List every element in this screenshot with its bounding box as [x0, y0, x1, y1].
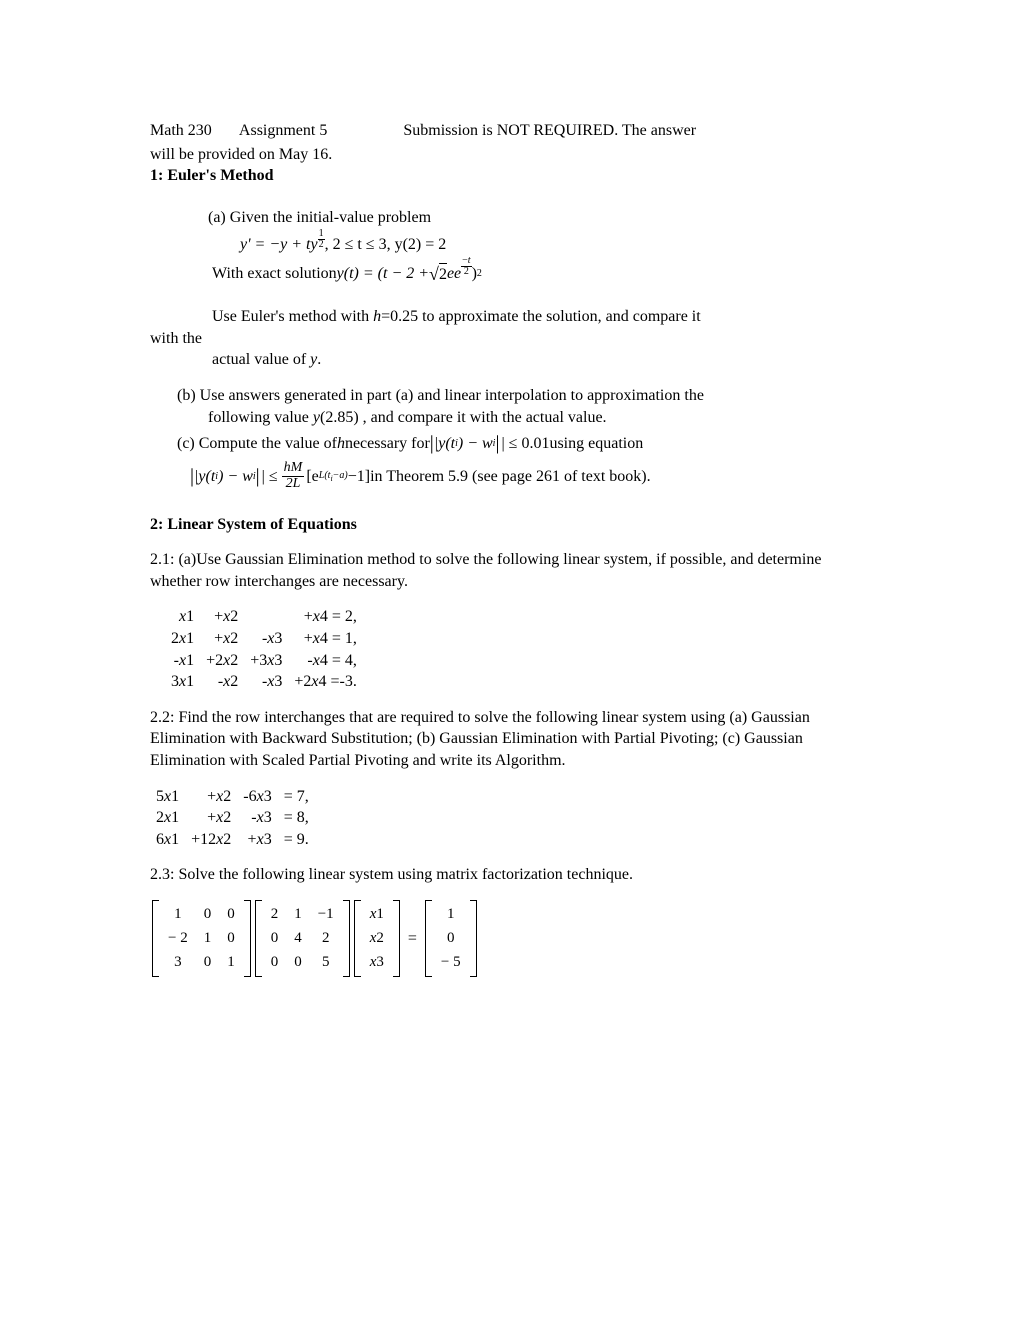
equation-cell: 2x1 — [165, 628, 200, 650]
course-label: Math 230 — [150, 122, 212, 139]
submission-label: Submission is NOT REQUIRED. The answer — [403, 122, 696, 139]
equation-cell: -6x3 — [237, 786, 277, 808]
matrix-cell: 2 — [263, 902, 287, 926]
matrix-cell: x2 — [362, 926, 392, 950]
part-c-line1: (c) Compute the value of h necessary for… — [177, 430, 870, 457]
matrix-cell: 5 — [310, 950, 342, 974]
matrix-cell: 2 — [310, 926, 342, 950]
equation-cell: -x3 — [244, 628, 288, 650]
part-c-equation: ||y(ti) − wi| | ≤ hM 2L [e L(ti−a) −1] i… — [190, 461, 870, 491]
equation-cell: +x3 — [237, 829, 277, 851]
equation-cell: = 8, — [278, 807, 315, 829]
equation-cell: +x2 — [200, 606, 244, 628]
equation-cell: -x3 — [244, 671, 288, 693]
equation-cell: +2x2 — [200, 650, 244, 672]
eq-lhs: y' = −y + ty — [240, 234, 318, 256]
matrix-cell: 0 — [433, 926, 469, 950]
header-line-2: will be provided on May 16. — [150, 144, 870, 166]
exact-solution-line: With exact solution y(t) = (t − 2 + √2 e… — [212, 262, 870, 286]
equation-cell: +x4 = 1, — [288, 628, 363, 650]
matrix-cell: 0 — [196, 950, 220, 974]
p23: 2.3: Solve the following linear system u… — [150, 864, 870, 886]
matrix-cell: 1 — [196, 926, 220, 950]
equation-cell: +3x3 — [244, 650, 288, 672]
exp-half: 1 2 — [318, 229, 325, 250]
equation-cell: +x2 — [185, 786, 237, 808]
matrix-cell: −1 — [310, 902, 342, 926]
assignment-label: Assignment 5 — [239, 122, 327, 139]
p21: 2.1: (a)Use Gaussian Elimination method … — [150, 549, 870, 592]
part-b-line1: (b) Use answers generated in part (a) an… — [177, 385, 870, 407]
matrix-equation: 100− 210301 21−1042005 x1x2x3 = 10− 5 — [150, 900, 870, 977]
equation-cell: 2x1 — [150, 807, 185, 829]
matrix-cell: 1 — [286, 902, 310, 926]
matrix-cell: 4 — [286, 926, 310, 950]
equation-cell: 6x1 — [150, 829, 185, 851]
page-content: Math 230 Assignment 5 Submission is NOT … — [150, 120, 870, 977]
equation-cell: +x4 = 2, — [288, 606, 363, 628]
matrix-cell: 0 — [263, 950, 287, 974]
equation-cell: 5x1 — [150, 786, 185, 808]
equation-cell — [244, 606, 288, 628]
equals-sign: = — [408, 928, 417, 950]
p22: 2.2: Find the row interchanges that are … — [150, 707, 870, 772]
with-label: With exact solution — [212, 263, 337, 285]
use-euler-line: Use Euler's method with h=0.25 to approx… — [212, 306, 870, 328]
equation-cell: -x1 — [165, 650, 200, 672]
equation-cell: +x2 — [185, 807, 237, 829]
matrix-cell: 0 — [219, 902, 243, 926]
header-line-1: Math 230 Assignment 5 Submission is NOT … — [150, 120, 870, 142]
eq-rhs: , 2 ≤ t ≤ 3, y(2) = 2 — [325, 234, 447, 256]
matrix-b: 10− 5 — [425, 900, 477, 977]
equation-cell: -x3 — [237, 807, 277, 829]
frac-hm-2l: hM 2L — [282, 461, 305, 491]
matrix-cell: 1 — [433, 902, 469, 926]
equation-cell: -x4 = 4, — [288, 650, 363, 672]
section-2-title: 2: Linear System of Equations — [150, 514, 870, 536]
matrix-cell: − 5 — [433, 950, 469, 974]
matrix-cell: − 2 — [160, 926, 196, 950]
equation-cell: 3x1 — [165, 671, 200, 693]
matrix-cell: 1 — [219, 950, 243, 974]
part-b-line2: following value y(2.85) , and compare it… — [208, 407, 870, 429]
matrix-cell: x1 — [362, 902, 392, 926]
use-euler-cont: with the — [150, 328, 870, 350]
matrix-cell: 0 — [196, 902, 220, 926]
matrix-cell: 3 — [160, 950, 196, 974]
linear-system-1: x1+x2+x4 = 2,2x1+x2-x3+x4 = 1,-x1+2x2+3x… — [165, 606, 363, 692]
equation-cell: +x2 — [200, 628, 244, 650]
matrix-U: 21−1042005 — [255, 900, 350, 977]
part-a-intro: (a) Given the initial-value problem — [208, 207, 870, 229]
exact-solution-eq: y(t) = (t − 2 + √2 ee −t 2 ) 2 — [337, 262, 482, 286]
equation-cell: = 7, — [278, 786, 315, 808]
equation-cell: +12x2 — [185, 829, 237, 851]
section-1-title: 1: Euler's Method — [150, 165, 870, 187]
matrix-cell: 0 — [286, 950, 310, 974]
matrix-cell: x3 — [362, 950, 392, 974]
use-euler-cont2: actual value of y. — [212, 349, 870, 371]
linear-system-2: 5x1+x2-6x3= 7, 2x1+x2-x3= 8, 6x1+12x2+x3= … — [150, 786, 315, 851]
matrix-cell: 0 — [219, 926, 243, 950]
equation-cell: x1 — [165, 606, 200, 628]
exp-neg-t-2: −t 2 — [461, 256, 471, 277]
abs-bound: ||y(ti) − wi|| ≤ 0.01 — [430, 430, 550, 457]
equation-cell: = 9. — [278, 829, 315, 851]
equation-cell: +2x4 =-3. — [288, 671, 363, 693]
matrix-L: 100− 210301 — [152, 900, 251, 977]
matrix-cell: 0 — [263, 926, 287, 950]
equation-ode: y' = −y + ty 1 2 , 2 ≤ t ≤ 3, y(2) = 2 — [240, 234, 870, 256]
matrix-x: x1x2x3 — [354, 900, 400, 977]
equation-cell: -x2 — [200, 671, 244, 693]
matrix-cell: 1 — [160, 902, 196, 926]
